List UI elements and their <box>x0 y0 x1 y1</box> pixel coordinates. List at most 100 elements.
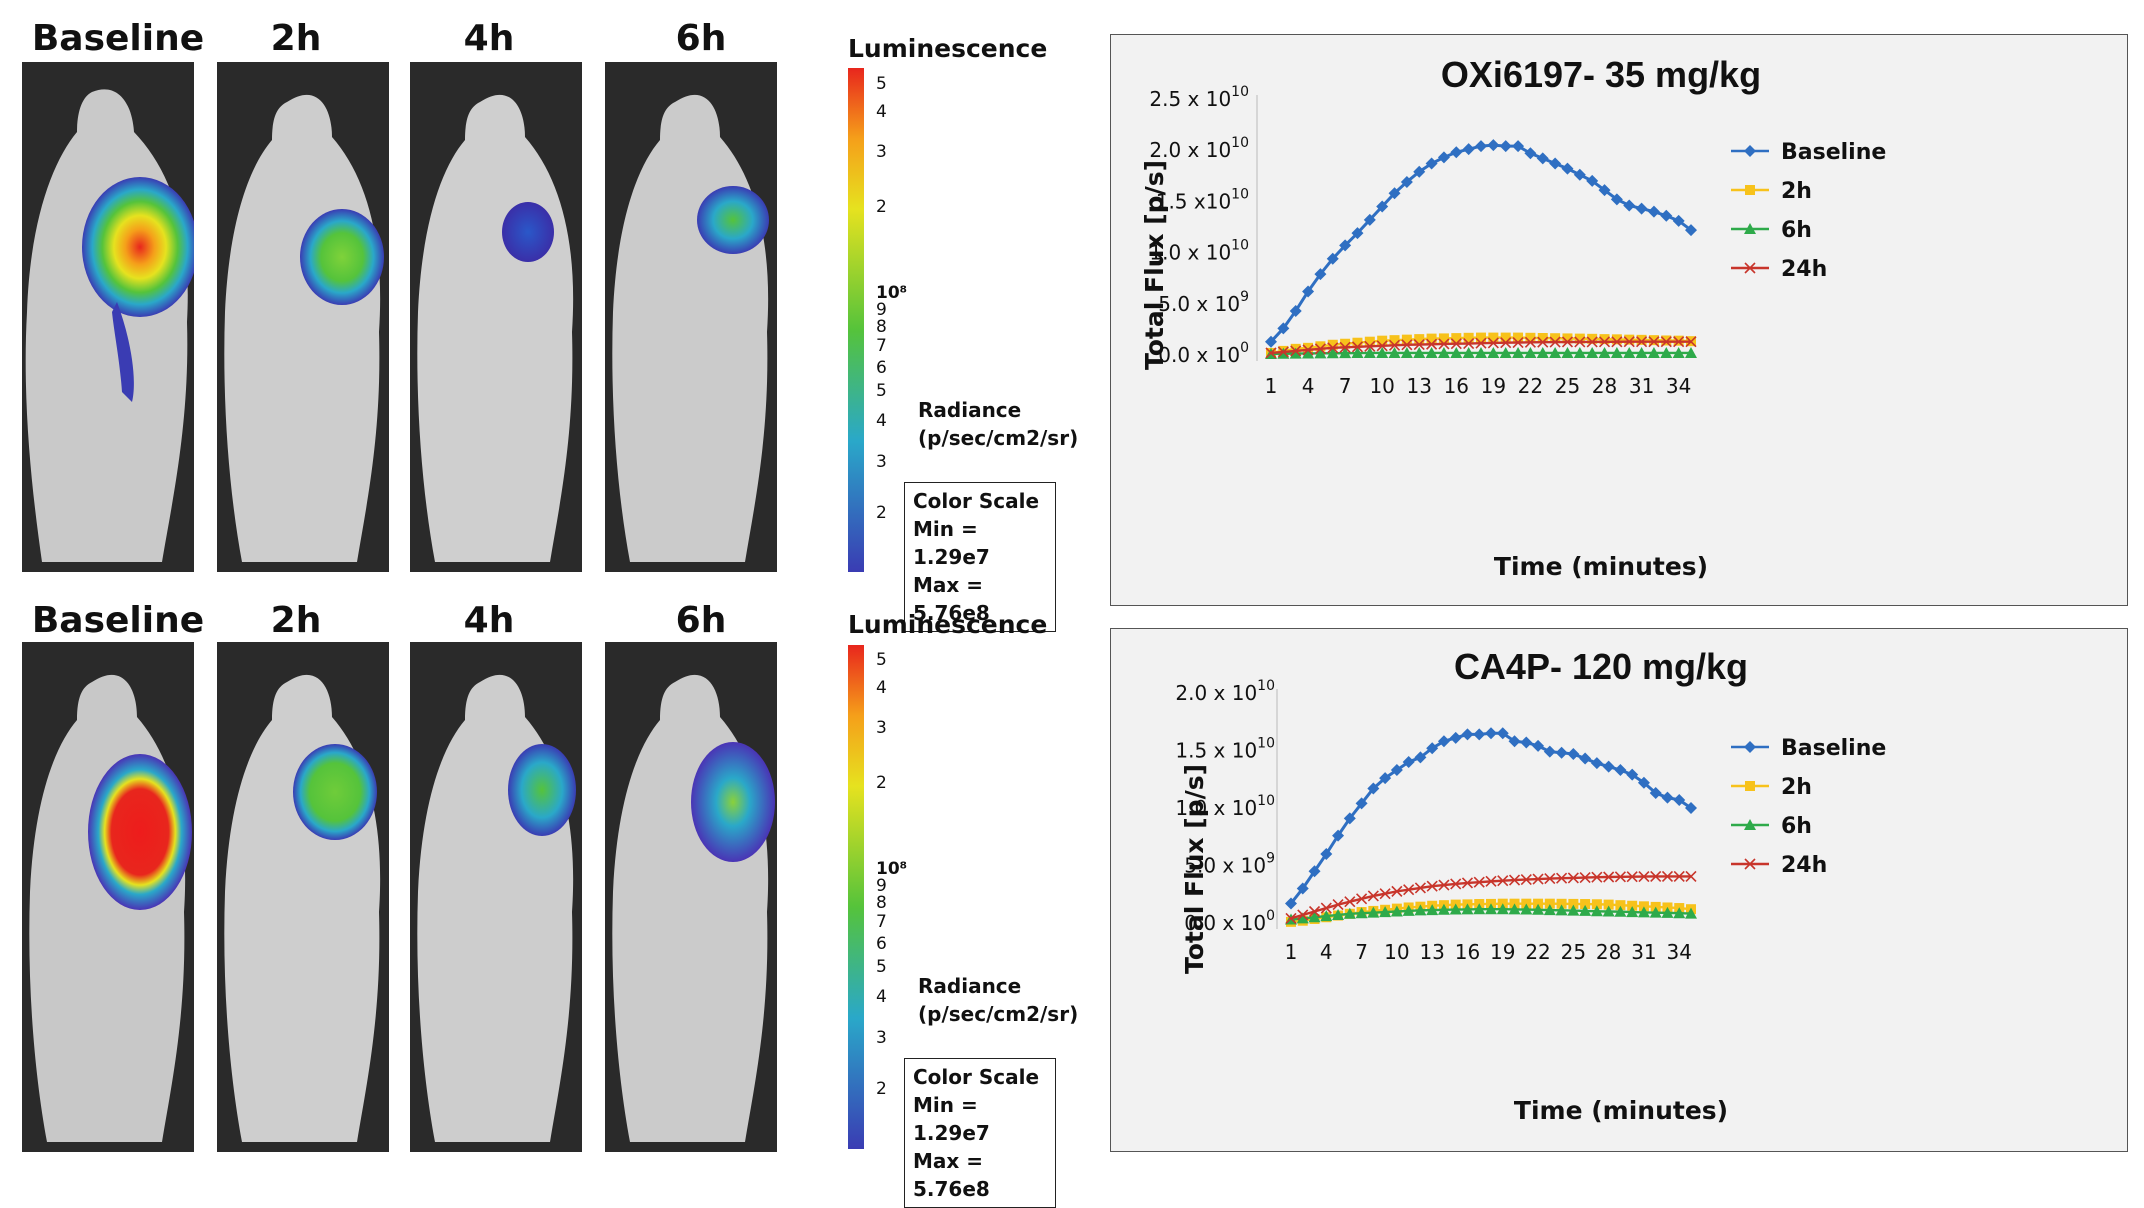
data-point <box>1388 339 1401 351</box>
data-point <box>1610 193 1623 206</box>
data-point <box>1426 333 1437 344</box>
data-point <box>1626 768 1639 781</box>
radiance-units: (p/sec/cm2/sr) <box>918 426 1079 450</box>
radiance-title: Radiance <box>918 398 1022 422</box>
data-point <box>1462 143 1475 156</box>
data-point <box>1603 899 1614 910</box>
color-bar-tick: 8 <box>876 317 887 337</box>
data-point <box>1685 224 1697 237</box>
data-point <box>1499 346 1512 358</box>
data-point <box>1568 898 1579 909</box>
data-point <box>1647 205 1660 218</box>
legend-marker <box>1745 185 1755 195</box>
data-point <box>1623 346 1636 358</box>
legend-marker <box>1744 819 1756 830</box>
data-point <box>1650 870 1662 882</box>
legend-item-2h: 2h <box>1731 775 1812 800</box>
color-bar-tick: 2 <box>876 197 887 217</box>
series-6h <box>1265 346 1697 359</box>
radiance-units: (p/sec/cm2/sr) <box>918 1002 1079 1026</box>
color-bar-tick: 9 <box>876 300 887 320</box>
y-tick-label: 2.5 x 1010 <box>1149 84 1249 111</box>
data-point <box>1403 884 1415 896</box>
legend-item-2h: 2h <box>1731 179 1812 204</box>
data-point <box>1461 728 1474 741</box>
color-bar-tick: 5 <box>876 650 887 670</box>
data-point <box>1462 346 1475 358</box>
data-point <box>1579 872 1591 884</box>
y-tick-label: 2.0 x 1010 <box>1149 135 1249 162</box>
data-point <box>1355 797 1368 810</box>
data-point <box>1573 168 1586 181</box>
data-point <box>1320 902 1332 914</box>
data-point <box>1327 342 1339 354</box>
data-point <box>1450 146 1463 159</box>
data-point <box>1567 747 1580 760</box>
data-point <box>1590 757 1603 770</box>
data-point <box>1591 871 1603 883</box>
data-point <box>1297 909 1309 921</box>
data-point <box>1524 147 1537 160</box>
legend-label: Baseline <box>1781 140 1886 165</box>
color-bar-tick: 5 <box>876 381 887 401</box>
data-point <box>1402 904 1415 916</box>
data-point <box>1555 746 1568 759</box>
data-point <box>1285 912 1297 924</box>
x-tick-label: 1 <box>1285 940 1298 964</box>
data-point <box>1473 903 1486 915</box>
data-point <box>1379 888 1391 900</box>
data-point <box>1475 337 1487 349</box>
data-point <box>1339 239 1352 252</box>
data-point <box>1332 829 1345 842</box>
data-point <box>1524 346 1537 358</box>
data-point <box>1660 346 1673 358</box>
data-point <box>1549 336 1561 348</box>
data-point <box>1327 339 1338 350</box>
data-point <box>1586 336 1598 348</box>
data-point <box>1544 873 1556 885</box>
data-point <box>1524 336 1536 348</box>
y-axis-label: Total Flux [p/s] <box>1140 160 1169 370</box>
data-point <box>1487 139 1500 152</box>
data-point <box>1532 873 1544 885</box>
data-point <box>1647 346 1660 358</box>
x-tick-label: 31 <box>1631 940 1656 964</box>
mouse-image-baseline <box>22 642 194 1152</box>
data-point <box>1339 341 1351 353</box>
data-point <box>1567 872 1579 884</box>
data-point <box>1603 871 1615 883</box>
color-bar <box>848 645 864 1149</box>
x-tick-label: 16 <box>1444 374 1469 398</box>
x-tick-label: 31 <box>1629 374 1654 398</box>
data-point <box>1414 334 1425 345</box>
data-point <box>1426 742 1439 755</box>
data-point <box>1487 346 1500 358</box>
data-point <box>1401 334 1412 345</box>
data-point <box>1450 346 1463 358</box>
data-point <box>1487 337 1499 349</box>
data-point <box>1567 904 1580 916</box>
x-tick-label: 7 <box>1339 374 1352 398</box>
color-bar-tick: 2 <box>876 1079 887 1099</box>
x-tick-label: 28 <box>1592 374 1617 398</box>
y-tick-label: 1.0 x 1010 <box>1175 793 1275 820</box>
luminescence-title: Luminescence <box>848 610 1048 639</box>
data-point <box>1485 875 1497 887</box>
data-point <box>1314 343 1326 355</box>
data-point <box>1296 882 1309 895</box>
data-point <box>1623 336 1635 348</box>
legend-marker <box>1744 223 1756 234</box>
data-point <box>1579 752 1592 765</box>
data-point <box>1520 873 1532 886</box>
data-point <box>1661 791 1674 804</box>
data-point <box>1401 339 1413 351</box>
data-point <box>1473 728 1486 741</box>
data-point <box>1437 735 1450 748</box>
color-bar-tick: 2 <box>876 503 887 523</box>
data-point <box>1580 899 1591 910</box>
data-point <box>1549 157 1562 170</box>
data-point <box>1476 332 1486 343</box>
data-point <box>1520 903 1533 915</box>
timepoint-label-baseline: Baseline <box>31 600 205 641</box>
data-point <box>1302 347 1315 359</box>
